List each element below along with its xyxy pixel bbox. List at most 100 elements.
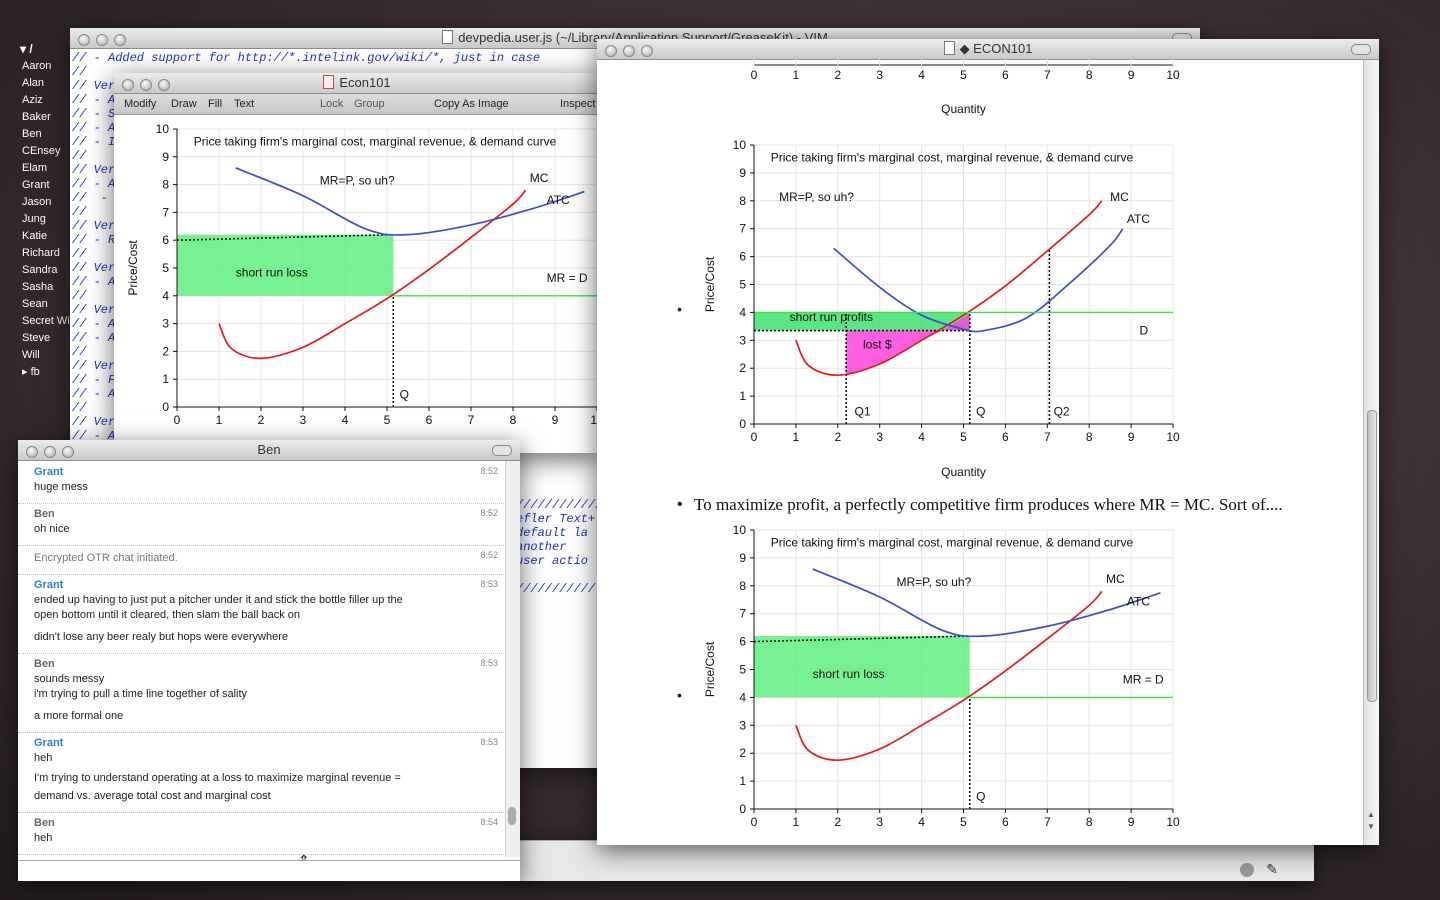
omnigraffle-doc-icon — [323, 75, 335, 89]
scroll-thumb[interactable] — [1367, 410, 1377, 702]
background-window: ✎ — [510, 840, 1314, 881]
vim-text-area-lower[interactable]: ////////////efler Text+ default la another… — [516, 498, 676, 628]
edit-icon[interactable]: ✎ — [1266, 861, 1278, 877]
minimize-button[interactable] — [140, 79, 152, 91]
toolbar-lock[interactable]: Lock — [320, 98, 344, 110]
close-button[interactable] — [122, 79, 134, 91]
chat-input-area — [18, 860, 520, 881]
x-tick-label: 9 — [552, 413, 559, 427]
zoom-button[interactable] — [641, 45, 653, 57]
buddy-item[interactable]: Elam — [22, 162, 48, 174]
y-tick-label: 5 — [739, 663, 746, 677]
y-tick-label: 1 — [739, 389, 746, 403]
x-tick-label: 6 — [1002, 68, 1009, 82]
econ101-small-titlebar[interactable]: Econ101 — [114, 73, 600, 94]
y-tick-label: 2 — [739, 361, 746, 375]
y-tick-label: 8 — [739, 579, 746, 593]
chat-titlebar[interactable]: Ben — [18, 440, 520, 461]
vim-line: // Ver — [72, 163, 116, 177]
buddy-list-header[interactable]: ▾ / — [20, 42, 33, 56]
buddy-item[interactable]: Richard — [22, 247, 60, 259]
buddy-item[interactable]: Sean — [22, 298, 48, 310]
minimize-button[interactable] — [44, 446, 56, 458]
action-icon[interactable] — [1240, 863, 1254, 877]
buddy-item[interactable]: Alan — [22, 77, 45, 89]
series-ATC — [833, 228, 1124, 333]
buddy-item[interactable]: CEnsey — [22, 145, 61, 157]
close-button[interactable] — [26, 446, 38, 458]
buddy-item[interactable]: Grant — [22, 179, 50, 191]
chat-sender[interactable]: Grant — [34, 737, 64, 749]
buddy-item[interactable]: Secret Will — [22, 315, 75, 327]
y-tick-label: 2 — [739, 746, 746, 760]
toolbar-toggle-button[interactable] — [1351, 44, 1371, 55]
chat-timestamp: 8:52 — [480, 508, 498, 518]
econ101-small-title: Econ101 — [339, 75, 391, 90]
buddy-item[interactable]: Jason — [22, 196, 52, 208]
chart-annotation: ATC — [547, 193, 570, 207]
y-tick-label: 3 — [739, 718, 746, 732]
vim-line: // — [72, 289, 87, 303]
vim-line: //////////// — [516, 498, 603, 512]
scroll-up-arrow[interactable]: ▲ — [1367, 810, 1375, 819]
chart-annotation: MR = D — [1123, 672, 1164, 686]
buddy-item[interactable]: Will — [22, 349, 40, 361]
chart-annotation: MC — [1110, 190, 1129, 204]
buddy-item[interactable]: Steve — [22, 332, 51, 344]
zoom-button[interactable] — [62, 446, 74, 458]
vertical-scrollbar[interactable]: ▲ ▼ — [1363, 60, 1379, 845]
toolbar-text[interactable]: Text — [234, 98, 255, 110]
x-tick-label: 10 — [1166, 430, 1180, 444]
buddy-item[interactable]: Baker — [22, 111, 51, 123]
chat-sender[interactable]: Grant — [34, 466, 64, 478]
x-tick-label: 6 — [1002, 815, 1009, 829]
minimize-button[interactable] — [623, 45, 635, 57]
y-axis-label: Price/Cost — [703, 256, 717, 312]
buddy-item[interactable]: Sandra — [22, 264, 58, 276]
chat-message: Grant 8:53 ended up having to just put a p… — [18, 574, 506, 654]
region-short-run-profits — [754, 312, 970, 331]
chat-sender[interactable]: Ben — [34, 658, 55, 670]
chat-sender[interactable]: Ben — [34, 508, 55, 520]
toolbar-fill[interactable]: Fill — [208, 98, 223, 110]
toolbar-copy-as-image[interactable]: Copy As Image — [434, 98, 509, 110]
x-tick-label: 6 — [1002, 430, 1009, 444]
econ101-main-titlebar[interactable]: ◆ ECON101 — [597, 39, 1379, 60]
buddy-item[interactable]: Katie — [22, 230, 48, 242]
chat-message: Ben 8:53 sounds messy i'm trying to pull a … — [18, 653, 506, 733]
x-tick-label: 3 — [876, 68, 883, 82]
close-button[interactable] — [78, 34, 90, 46]
buddy-item[interactable]: Aziz — [22, 94, 43, 106]
toolbar-inspect[interactable]: Inspect — [560, 98, 596, 110]
zoom-button[interactable] — [158, 79, 170, 91]
chat-sender[interactable]: Grant — [34, 579, 64, 591]
buddy-item[interactable]: Ben — [22, 128, 42, 140]
zoom-button[interactable] — [114, 34, 126, 46]
y-tick-label: 6 — [739, 635, 746, 649]
toolbar-group[interactable]: Group — [354, 98, 385, 110]
toolbar-draw[interactable]: Draw — [171, 98, 197, 110]
buddy-item[interactable]: Sasha — [22, 281, 54, 293]
chat-scrollbar[interactable] — [505, 461, 520, 857]
x-tick-label: 4 — [918, 68, 925, 82]
buddy-item[interactable]: Aaron — [22, 60, 52, 72]
chat-input[interactable] — [22, 863, 506, 879]
chat-sender[interactable]: Ben — [34, 817, 55, 829]
region-short-run-loss — [754, 636, 970, 698]
scroll-down-arrow[interactable]: ▼ — [1367, 822, 1375, 831]
minimize-button[interactable] — [96, 34, 108, 46]
toolbar-toggle-button[interactable] — [492, 445, 512, 456]
vim-line: // - F — [72, 373, 116, 387]
chart-annotation: MC — [1106, 572, 1125, 586]
y-axis-label: Price/Cost — [703, 641, 717, 697]
buddy-group-fb[interactable]: ▸ fb — [22, 366, 40, 378]
vim-line: // - A — [72, 429, 116, 443]
toolbar-modify[interactable]: Modify — [124, 98, 157, 110]
x-tick-label: 1 — [216, 413, 223, 427]
chat-transcript[interactable]: Grant 8:52 huge mess Ben 8:52 oh nice 8:52 Encr… — [18, 461, 520, 857]
chat-scroll-thumb[interactable] — [508, 807, 516, 825]
chat-text: heh — [34, 752, 53, 764]
close-button[interactable] — [605, 45, 617, 57]
buddy-item[interactable]: Jung — [22, 213, 46, 225]
vim-text-area[interactable]: // - Added support for http://*.intelink… — [72, 51, 1192, 491]
